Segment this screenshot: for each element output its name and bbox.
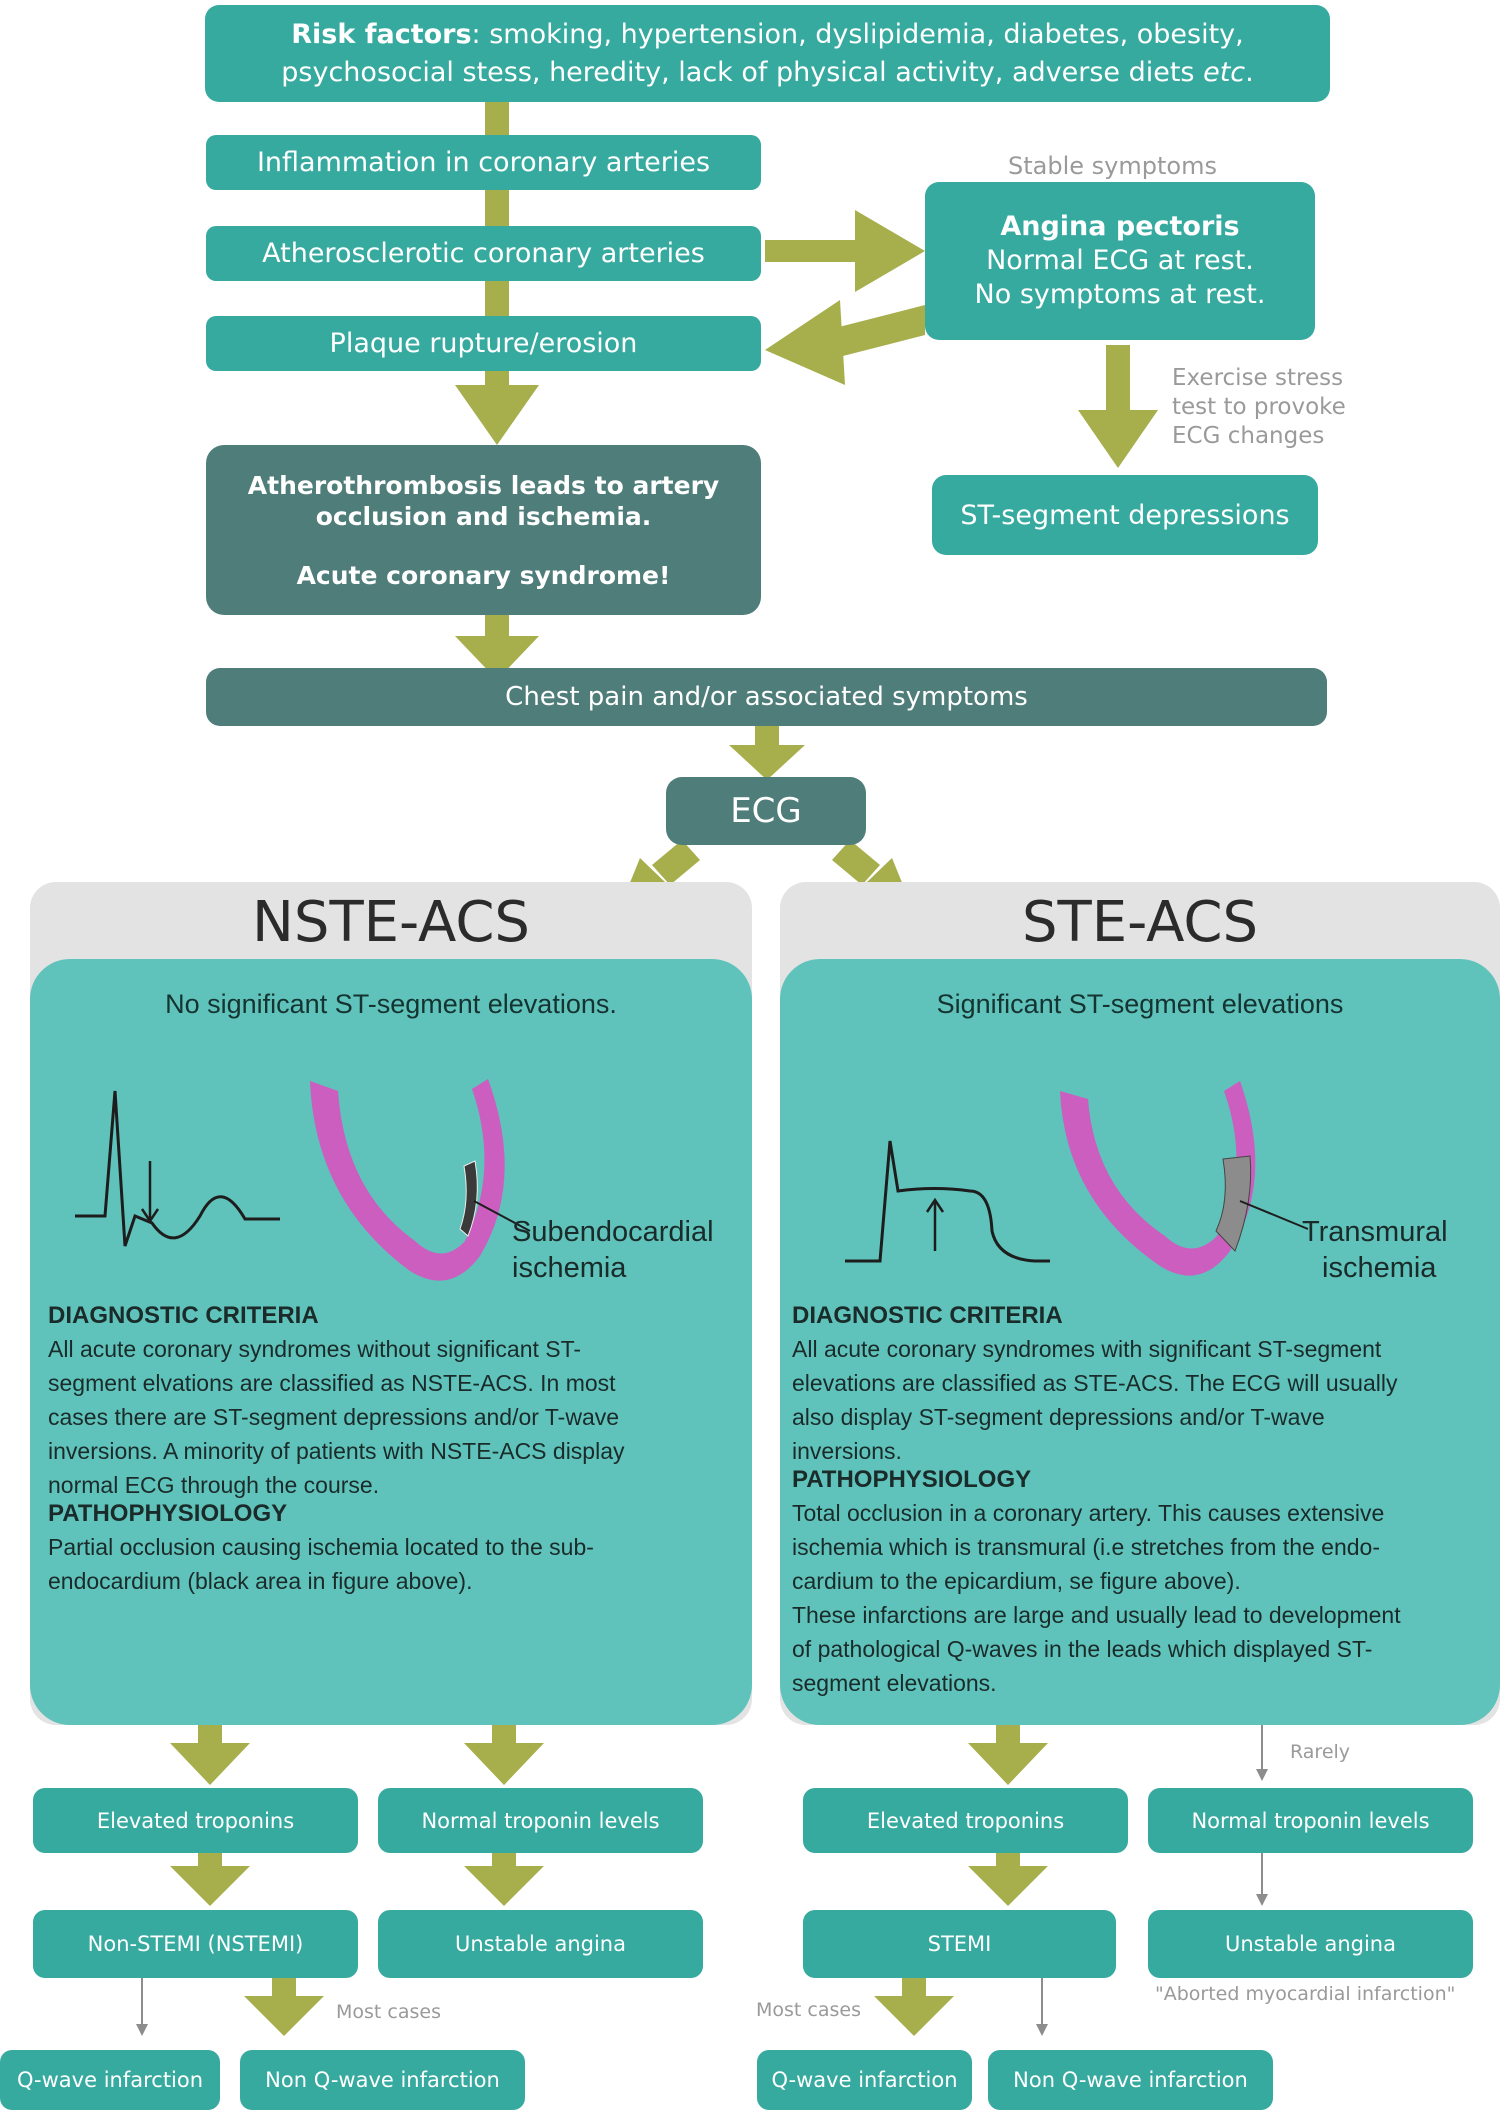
nste-diag-heading: DIAGNOSTIC CRITERIA — [48, 1302, 319, 1329]
nste-myocardium-icon — [310, 1079, 505, 1281]
arrow-stemi-to-q — [874, 1996, 954, 2036]
ste-diag-heading: DIAGNOSTIC CRITERIA — [792, 1302, 1063, 1329]
subendocardial-label: Subendocardial ischemia — [512, 1216, 714, 1284]
nste-ecg-trace — [75, 1090, 280, 1247]
nste-unstable-angina-box: Unstable angina — [378, 1910, 703, 1978]
nste-normal-troponin-box: Normal troponin levels — [378, 1788, 703, 1853]
nste-diag-text: All acute coronary syndromes without sig… — [48, 1336, 625, 1498]
arrow-nste-to-normal — [464, 1743, 544, 1785]
inflammation-box: Inflammation in coronary arteries — [206, 135, 761, 190]
nste-patho-heading: PATHOPHYSIOLOGY — [48, 1500, 288, 1527]
angina-line2: No symptoms at rest. — [974, 279, 1266, 310]
risk-factors-heading: Risk factors — [291, 18, 472, 50]
angina-pectoris-box: Angina pectoris Normal ECG at rest. No s… — [925, 182, 1315, 340]
ste-acs-panel: STE-ACS Significant ST-segment elevation… — [780, 882, 1500, 1725]
ste-normal-troponin-box: Normal troponin levels — [1148, 1788, 1473, 1853]
transmural-area-icon — [1215, 1155, 1252, 1252]
ste-diag-text: All acute coronary syndromes with signif… — [792, 1336, 1398, 1464]
arrow-to-chest-pain — [455, 636, 539, 680]
arrow-to-ste-shaft — [832, 840, 880, 885]
nste-elevated-troponins-box: Elevated troponins — [33, 1788, 358, 1853]
ste-ecg-trace — [845, 1140, 1050, 1263]
arrow-to-st-depressions — [1078, 410, 1158, 468]
atherosclerotic-box: Atherosclerotic coronary arteries — [206, 226, 761, 281]
ste-non-q-wave-box: Non Q-wave infarction — [988, 2050, 1273, 2110]
transmural-pointer — [1239, 1200, 1309, 1230]
risk-factors-line2: psychosocial stess, heredity, lack of ph… — [281, 56, 1204, 88]
ste-unstable-angina-box: Unstable angina — [1148, 1910, 1473, 1978]
arrow-shaft-to-ecg — [755, 722, 779, 748]
arrow-shaft-nste-normal — [492, 1725, 516, 1747]
arrow-to-nste-shaft — [652, 840, 700, 885]
arrow-shaft-to-angina — [765, 240, 860, 262]
stemi-box: STEMI — [803, 1910, 1116, 1978]
ste-illustration — [845, 1081, 1309, 1276]
nste-illustration — [75, 1079, 531, 1281]
ste-most-cases-note: Most cases — [756, 1999, 861, 2021]
ste-elevated-troponins-box: Elevated troponins — [803, 1788, 1128, 1853]
arrow-nstemi-to-nonq — [244, 1996, 324, 2036]
arrow-shaft-normal-unstable — [492, 1850, 516, 1870]
nstemi-box: Non-STEMI (NSTEMI) — [33, 1910, 358, 1978]
arrow-to-atherothrombosis — [455, 385, 539, 445]
ste-patho-text: Total occlusion in a coronary artery. Th… — [792, 1500, 1401, 1696]
arrow-elevated-to-nstemi — [170, 1866, 250, 1906]
nste-most-cases-note: Most cases — [336, 2001, 441, 2023]
nste-acs-title: NSTE-ACS — [252, 890, 530, 955]
arrow-shaft-ste-elevated — [996, 1725, 1020, 1747]
arrow-shaft-to-plaque — [835, 305, 925, 358]
nste-subtitle: No significant ST-segment elevations. — [165, 989, 617, 1019]
arrow-to-ecg — [729, 745, 805, 780]
nste-patho-text: Partial occlusion causing ischemia locat… — [48, 1534, 594, 1594]
risk-factors-line1: : smoking, hypertension, dyslipidemia, d… — [471, 18, 1244, 50]
acs-exclaim: Acute coronary syndrome! — [296, 560, 671, 590]
ste-subtitle: Significant ST-segment elevations — [936, 989, 1344, 1019]
nste-q-wave-box: Q-wave infarction — [0, 2050, 220, 2110]
ste-q-wave-box: Q-wave infarction — [757, 2050, 972, 2110]
angina-title: Angina pectoris — [1000, 211, 1240, 242]
nste-non-q-wave-box: Non Q-wave infarction — [240, 2050, 525, 2110]
ste-myocardium-icon — [1060, 1081, 1256, 1276]
ecg-box: ECG — [666, 777, 866, 845]
arrow-shaft-elevated-stemi — [996, 1850, 1020, 1870]
up-arrow-head — [925, 1197, 945, 1213]
arrow-shaft-elevated-nstemi — [198, 1850, 222, 1870]
exercise-test-note: Exercise stress test to provoke ECG chan… — [1172, 365, 1346, 449]
arrow-elevated-to-stemi — [968, 1866, 1048, 1906]
chest-pain-box: Chest pain and/or associated symptoms — [206, 668, 1327, 726]
arrow-nste-to-elevated — [170, 1743, 250, 1785]
ste-patho-heading: PATHOPHYSIOLOGY — [792, 1466, 1032, 1493]
risk-factors-box: Risk factors: smoking, hypertension, dys… — [205, 5, 1330, 102]
arrow-ste-to-elevated — [968, 1743, 1048, 1785]
ste-acs-title: STE-ACS — [1021, 890, 1259, 955]
nste-inner-panel: No significant ST-segment elevations. Su… — [30, 959, 752, 1725]
subendocardial-pointer — [473, 1200, 531, 1232]
rarely-note: Rarely — [1290, 1741, 1351, 1763]
risk-factors-period: . — [1245, 56, 1254, 88]
arrow-shaft-to-st-depressions — [1106, 345, 1130, 415]
angina-line1: Normal ECG at rest. — [986, 245, 1254, 276]
risk-factors-etc: etc — [1203, 56, 1246, 88]
aborted-mi-note: "Aborted myocardial infarction" — [1155, 1983, 1456, 2005]
transmural-label: Transmural ischemia — [1302, 1216, 1448, 1284]
st-depressions-box: ST-segment depressions — [932, 475, 1318, 555]
stable-symptoms-note: Stable symptoms — [1008, 152, 1217, 180]
down-arrow-head — [140, 1208, 160, 1224]
arrow-normal-to-unstable — [464, 1866, 544, 1906]
atherothrombosis-box: Atherothrombosis leads to artery occlusi… — [206, 445, 761, 615]
arrow-to-plaque — [765, 300, 845, 385]
atherothrombosis-line1: Atherothrombosis leads to artery — [247, 470, 720, 500]
subendocardial-area-icon — [459, 1160, 478, 1237]
ste-inner-panel: Significant ST-segment elevations Transm… — [780, 959, 1500, 1725]
atherothrombosis-line2: occlusion and ischemia. — [315, 501, 652, 531]
plaque-box: Plaque rupture/erosion — [206, 316, 761, 371]
nste-acs-panel: NSTE-ACS No significant ST-segment eleva… — [30, 882, 752, 1725]
arrow-shaft-nste-elevated — [198, 1725, 222, 1747]
arrow-to-angina — [855, 210, 925, 292]
